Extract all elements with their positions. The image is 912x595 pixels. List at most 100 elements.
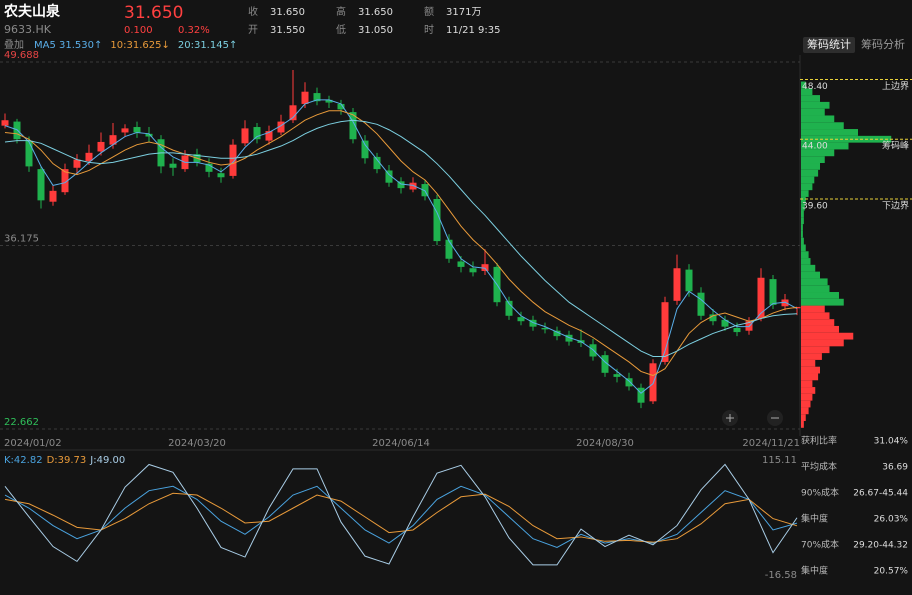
candle-body (73, 159, 81, 168)
stat-value: 11/21 9:35 (446, 25, 500, 36)
candle-body (505, 300, 513, 316)
candle-body (685, 269, 693, 292)
candle-body (757, 277, 765, 319)
chip-bar (801, 298, 844, 306)
candle-body (445, 239, 453, 259)
y-tick-label: 22.662 (4, 417, 39, 428)
chip-bar (801, 183, 813, 191)
chip-bar (801, 325, 839, 333)
change-pct: 0.32% (178, 25, 210, 36)
y-tick-label: 115.11 (762, 455, 797, 466)
legend-entry: D:39.73 (47, 455, 87, 466)
chip-bar (801, 81, 806, 89)
chip-bar (801, 264, 816, 272)
candle-body (397, 181, 405, 189)
candle-body (337, 103, 345, 110)
candle-body (457, 261, 465, 267)
chip-bar (801, 196, 806, 204)
candle-body (265, 131, 273, 141)
kdj-line (4, 485, 798, 548)
level-label: 39.60 (802, 201, 828, 211)
candle-body (637, 387, 645, 403)
chip-bar (801, 407, 809, 415)
stat-label: 收 (248, 5, 258, 18)
stat-value: 3171万 (446, 7, 481, 18)
chip-bar (801, 95, 820, 102)
candle-body (673, 268, 681, 301)
stat-value: 31.650 (270, 7, 305, 18)
candle-body (97, 141, 105, 152)
chip-bar (801, 129, 858, 136)
chip-bar (801, 258, 811, 265)
candle-body (733, 327, 741, 333)
candle-body (349, 112, 357, 140)
candle-body (541, 327, 549, 330)
candle-body (1, 120, 9, 126)
level-name: 上边界 (882, 81, 909, 92)
level-label: 44.00 (802, 142, 828, 152)
candle-body (421, 184, 429, 197)
chip-bar (801, 393, 813, 401)
x-tick-label: 2024/11/21 (742, 438, 800, 449)
candle-body (301, 91, 309, 104)
kdj-line (4, 492, 798, 543)
chip-bar (801, 169, 819, 177)
candle-body (325, 99, 333, 103)
x-tick-label: 2024/03/20 (168, 438, 226, 449)
chip-bar (801, 387, 816, 394)
chip-bar (801, 203, 805, 211)
stat-value: 20.57% (874, 567, 909, 577)
chip-bar (801, 339, 844, 347)
chip-bar (801, 237, 804, 245)
kdj-line (4, 463, 798, 566)
stat-value: 26.67-45.44 (853, 489, 908, 499)
candle-body (49, 190, 57, 202)
zoom-in[interactable] (722, 410, 738, 426)
tab-active[interactable] (803, 37, 855, 53)
candle-body (133, 127, 141, 133)
chip-bar (801, 101, 830, 109)
stat-label: 70%成本 (801, 539, 839, 551)
candle-body (565, 334, 573, 342)
candle-body (385, 170, 393, 183)
chip-bar (801, 142, 849, 150)
chip-bar (801, 285, 830, 293)
tab[interactable]: 筹码统计 (807, 37, 851, 51)
chip-bar (801, 210, 804, 218)
x-tick-label: 2024/06/14 (372, 438, 430, 449)
chip-bar (801, 122, 844, 130)
chip-bar (801, 380, 813, 388)
candle-body (661, 302, 669, 362)
stat-label: 时 (424, 24, 434, 36)
candle-body (709, 314, 717, 322)
chip-bar (801, 251, 809, 259)
chip-bar (801, 400, 811, 408)
candle-body (145, 133, 153, 137)
candle-body (361, 140, 369, 159)
stat-label: 获利比率 (801, 435, 837, 447)
candle-body (85, 152, 93, 161)
chip-bar (801, 292, 839, 299)
candle-body (469, 268, 477, 273)
chip-bar (801, 163, 820, 170)
y-tick-label: 36.175 (4, 234, 39, 245)
ma-line (4, 110, 798, 377)
chip-bar (801, 224, 803, 231)
chip-bar (801, 366, 820, 374)
candle-body (781, 299, 789, 307)
candle-body (697, 292, 705, 316)
chip-bar (801, 108, 825, 116)
candle-body (769, 279, 777, 305)
zoom-out[interactable] (767, 410, 783, 426)
tab[interactable]: 筹码分析 (861, 37, 905, 51)
overlay[interactable]: 叠加 (4, 39, 24, 51)
candle-body (253, 127, 261, 140)
candle-body (169, 163, 177, 168)
legend-entry: MA5 31.530↑ (34, 40, 102, 51)
stat-label: 集中度 (801, 565, 828, 577)
x-tick-label: 2024/01/02 (4, 438, 62, 449)
chip-bar (801, 230, 803, 238)
candle-body (121, 128, 129, 133)
stat-value: 26.03% (874, 515, 909, 525)
